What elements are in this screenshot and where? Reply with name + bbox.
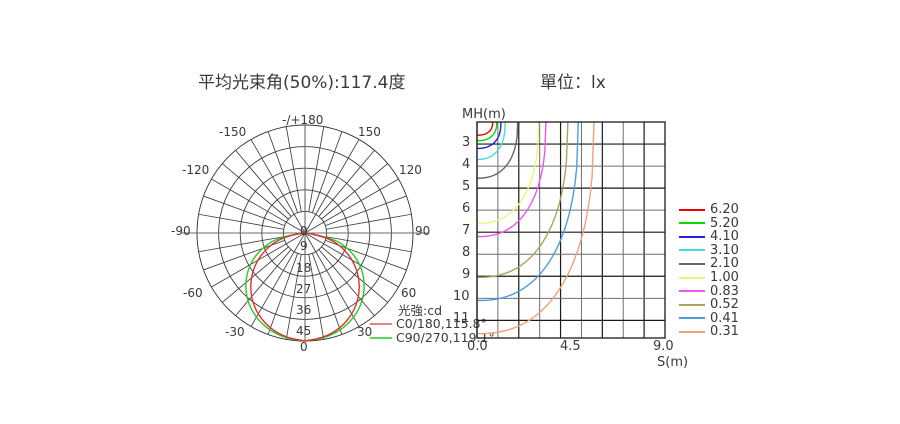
isolux-y-tick-5: 5 [462,179,471,195]
isolux-curve-0.83 [477,122,547,238]
isolux-x-tick-2: 9.0 [653,339,674,354]
polar-radial-tick-18: 18 [296,261,312,275]
polar-legend-item-c90: C90/270,119.1° [370,330,495,345]
isolux-chart [476,121,666,339]
isolux-curve-4.10 [477,122,502,150]
polar-angle-label-30: 30 [357,325,373,339]
polar-angle-label-neg60: -60 [183,286,203,300]
polar-intensity-chart [0,0,470,400]
polar-angle-label-neg150: -150 [219,125,247,139]
isolux-legend-item-4.10: 4.10 [679,229,739,245]
isolux-y-axis-label: MH(m) [462,107,506,122]
isolux-legend-item-6.20: 6.20 [679,202,739,217]
polar-axis-lines [181,125,429,341]
left-chart-title: 平均光束角(50%):117.4度 [198,73,406,93]
isolux-curve-0.31 [477,122,595,335]
isolux-curve-1.00 [477,122,540,225]
isolux-y-tick-6: 6 [462,201,471,217]
isolux-curve-5.20 [477,122,498,142]
isolux-y-tick-3: 3 [462,135,471,151]
isolux-legend-item-0.83: 0.83 [679,283,739,299]
polar-radial-tick-9: 9 [300,239,308,253]
isolux-legend-label-0.83: 0.83 [710,283,739,299]
polar-radial-tick-45: 45 [296,324,312,338]
isolux-y-tick-4: 4 [462,157,471,173]
isolux-legend-swatch-0.83 [679,290,705,293]
polar-legend-label-c90: C90/270,119.1° [396,330,495,345]
isolux-legend-label-1.00: 1.00 [710,270,739,285]
polar-intensity-unit-label: 光強:cd [398,303,443,318]
polar-angle-label-neg90: -90 [171,224,191,238]
polar-angle-label-neg120: -120 [182,163,210,177]
isolux-legend-swatch-6.20 [679,208,705,211]
isolux-legend-swatch-1.00 [679,276,705,279]
polar-angle-label-180: -/+180 [282,113,324,127]
polar-radial-tick-0: 0 [300,224,308,238]
polar-angle-label-neg30: -30 [225,325,245,339]
isolux-legend-swatch-4.10 [679,235,705,238]
isolux-legend-label-6.20: 6.20 [710,202,739,217]
polar-radial-tick-36: 36 [296,303,312,317]
isolux-legend-item-0.41: 0.41 [679,310,739,326]
isolux-legend-swatch-0.31 [679,330,705,333]
isolux-legend-swatch-3.10 [679,249,705,252]
isolux-legend-label-3.10: 3.10 [710,242,739,258]
isolux-y-tick-7: 7 [462,223,471,239]
isolux-svg [476,121,666,339]
isolux-legend-swatch-2.10 [679,262,705,265]
isolux-legend-label-2.10: 2.10 [710,256,739,272]
polar-angle-label-90: 90 [415,224,431,238]
isolux-curve-6.20 [477,122,494,136]
isolux-y-tick-9: 9 [462,267,471,283]
isolux-legend-item-3.10: 3.10 [679,242,739,258]
isolux-curve-2.10 [477,122,519,179]
polar-legend-swatch-c0 [370,322,392,325]
polar-radial-tick-27: 27 [296,282,312,296]
isolux-y-tick-11: 11 [453,311,470,327]
isolux-legend-item-2.10: 2.10 [679,256,739,272]
isolux-legend-swatch-0.41 [679,317,705,320]
isolux-legend-label-0.31: 0.31 [710,324,739,340]
isolux-legend-swatch-0.52 [679,303,705,306]
polar-angle-label-0: 0 [300,340,308,354]
isolux-grid [476,122,666,338]
isolux-legend-item-0.52: 0.52 [679,297,739,313]
isolux-plot-border [476,121,666,339]
isolux-legend-label-0.52: 0.52 [710,297,739,313]
polar-legend-item-c0: C0/180,115.8° [370,316,487,331]
polar-legend-swatch-c90 [370,336,392,339]
polar-curve-c0 [250,232,360,342]
isolux-legend-item-5.20: 5.20 [679,215,739,231]
isolux-legend-item-0.31: 0.31 [679,324,739,340]
isolux-legend-label-4.10: 4.10 [710,229,739,245]
isolux-legend-label-0.41: 0.41 [710,310,739,326]
polar-angle-label-150: 150 [358,125,381,139]
isolux-legend-swatch-5.20 [679,222,705,225]
isolux-x-axis-label: S(m) [657,355,689,370]
isolux-curve-0.41 [477,122,580,302]
isolux-curves [477,122,595,335]
isolux-legend-item-1.00: 1.00 [679,270,739,285]
polar-angle-label-60: 60 [401,286,417,300]
right-chart-title: 單位：lx [540,73,606,93]
isolux-x-tick-1: 4.5 [560,339,581,354]
isolux-x-tick-0: 0.0 [467,339,488,354]
isolux-y-tick-10: 10 [453,289,470,305]
polar-legend-label-c0: C0/180,115.8° [396,316,487,331]
isolux-legend-label-5.20: 5.20 [710,215,739,231]
polar-angle-label-120: 120 [399,163,422,177]
isolux-curve-3.10 [477,122,506,161]
isolux-y-tick-8: 8 [462,245,471,261]
polar-svg [181,124,429,342]
isolux-curve-0.52 [477,122,569,279]
